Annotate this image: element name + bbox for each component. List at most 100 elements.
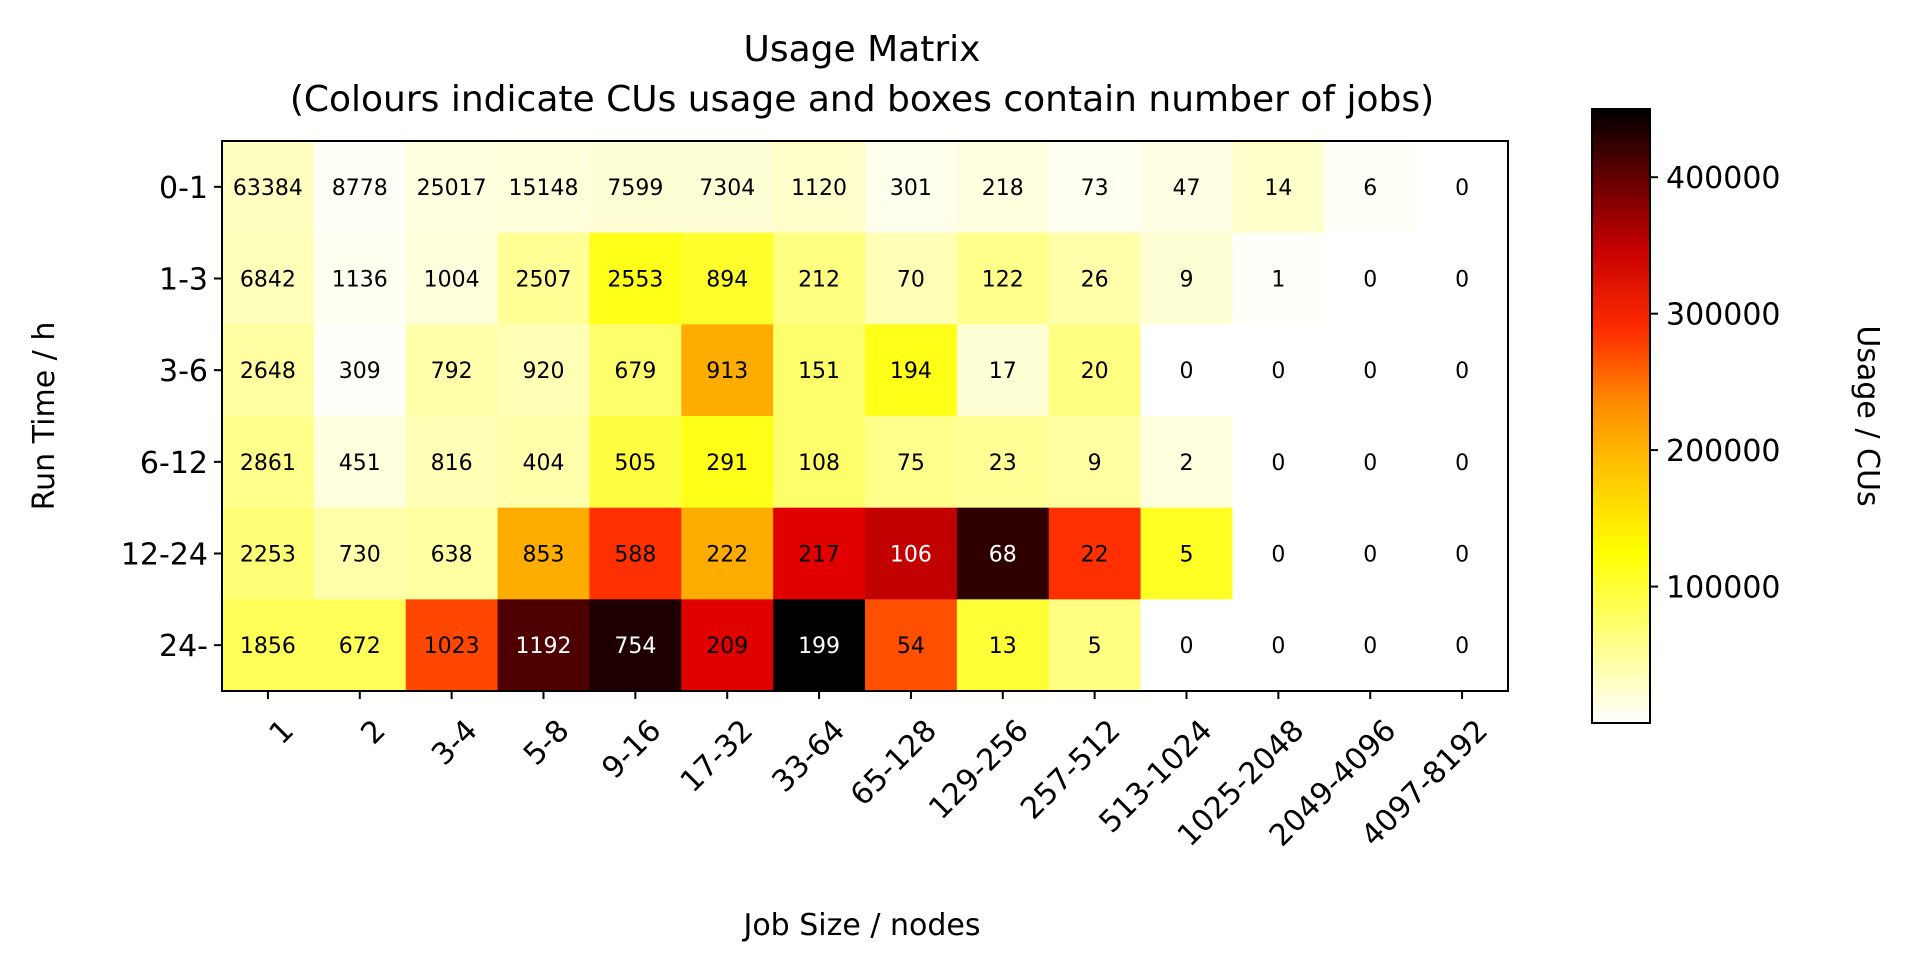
y-tick-label: 12-24 <box>121 538 208 573</box>
cell-job-count: 22 <box>1081 543 1109 568</box>
heatmap-cell <box>313 507 407 600</box>
cell-job-count: 0 <box>1180 634 1194 659</box>
heatmap-cell <box>681 416 774 509</box>
heatmap-cell <box>497 416 590 509</box>
heatmap-cell <box>222 232 315 325</box>
heatmap-cell <box>405 232 499 325</box>
heatmap-cell <box>1048 324 1142 417</box>
x-tick-label: 2 <box>354 713 392 751</box>
heatmap-cell <box>865 507 958 600</box>
heatmap-cell <box>1140 599 1233 692</box>
cell-job-count: 894 <box>706 268 748 293</box>
heatmap-cell <box>313 141 407 234</box>
cell-job-count: 754 <box>614 634 656 659</box>
cell-job-count: 0 <box>1363 268 1377 293</box>
heatmap-cell <box>1048 232 1142 325</box>
heatmap-cell <box>405 416 499 509</box>
cell-job-count: 309 <box>339 359 381 384</box>
cell-job-count: 23 <box>989 451 1017 476</box>
y-tick-label: 0-1 <box>159 171 208 206</box>
cell-job-count: 920 <box>523 359 565 384</box>
heatmap-cell <box>589 141 682 234</box>
x-tick-label: 9-16 <box>595 713 668 786</box>
chart-subtitle: (Colours indicate CUs usage and boxes co… <box>290 79 1434 120</box>
cell-job-count: 913 <box>706 359 748 384</box>
heatmap-cell <box>222 507 315 600</box>
heatmap-cell <box>1232 324 1325 417</box>
heatmap-cell <box>1048 599 1142 692</box>
cell-job-count: 1856 <box>240 634 296 659</box>
cell-job-count: 5 <box>1180 543 1194 568</box>
cell-job-count: 1136 <box>332 268 388 293</box>
cell-job-count: 8778 <box>332 176 388 201</box>
cell-job-count: 2553 <box>607 268 663 293</box>
heatmap-cell <box>313 324 407 417</box>
heatmap-cell <box>1048 141 1142 234</box>
heatmap-cell <box>1324 324 1417 417</box>
cell-job-count: 0 <box>1455 268 1469 293</box>
cell-job-count: 151 <box>798 359 840 384</box>
heatmap-cell <box>589 232 682 325</box>
heatmap-cell <box>1416 416 1509 509</box>
heatmap-cells <box>222 141 1509 692</box>
cell-job-count: 5 <box>1088 634 1102 659</box>
cell-job-count: 0 <box>1363 359 1377 384</box>
cell-job-count: 0 <box>1271 634 1285 659</box>
heatmap-cell <box>1232 507 1325 600</box>
cell-job-count: 2648 <box>240 359 296 384</box>
heatmap-cell <box>681 599 774 692</box>
y-tick-label: 24- <box>159 629 208 664</box>
cell-job-count: 13 <box>989 634 1017 659</box>
cell-job-count: 194 <box>890 359 932 384</box>
cell-job-count: 2861 <box>240 451 296 476</box>
cell-job-count: 47 <box>1173 176 1201 201</box>
heatmap-cell <box>865 141 958 234</box>
heatmap-cell <box>222 599 315 692</box>
heatmap-cell <box>313 599 407 692</box>
cell-job-count: 0 <box>1363 634 1377 659</box>
cell-job-count: 0 <box>1455 451 1469 476</box>
heatmap-cell <box>1324 507 1417 600</box>
cell-job-count: 70 <box>897 268 925 293</box>
cell-job-count: 679 <box>614 359 656 384</box>
cell-job-count: 1 <box>1271 268 1285 293</box>
cell-job-count: 2 <box>1180 451 1194 476</box>
cell-job-count: 404 <box>523 451 565 476</box>
heatmap-cell <box>956 324 1050 417</box>
cell-job-count: 0 <box>1455 634 1469 659</box>
cell-job-count: 17 <box>989 359 1017 384</box>
heatmap-cell <box>1232 141 1325 234</box>
heatmap-cell <box>497 507 590 600</box>
heatmap-cell <box>405 324 499 417</box>
heatmap-cell <box>1324 416 1417 509</box>
x-tick-label: 33-64 <box>766 713 852 799</box>
cell-job-count: 0 <box>1363 543 1377 568</box>
cell-job-count: 209 <box>706 634 748 659</box>
heatmap-cell <box>1048 416 1142 509</box>
y-tick-label: 6-12 <box>140 446 208 481</box>
heatmap-cell <box>773 507 866 600</box>
cell-job-count: 0 <box>1455 543 1469 568</box>
cell-job-count: 301 <box>890 176 932 201</box>
heatmap-cell <box>1232 599 1325 692</box>
heatmap-cell <box>1416 141 1509 234</box>
cell-job-count: 9 <box>1088 451 1102 476</box>
heatmap-cell <box>222 416 315 509</box>
x-tick-label: 17-32 <box>674 713 760 799</box>
heatmap-cell <box>681 324 774 417</box>
cell-job-count: 20 <box>1081 359 1109 384</box>
x-tick-label: 3-4 <box>425 713 484 772</box>
heatmap-cell <box>773 416 866 509</box>
heatmap-cell <box>1140 324 1233 417</box>
cell-job-count: 122 <box>982 268 1024 293</box>
y-tick-label: 1-3 <box>159 263 208 298</box>
x-tick-label: 1 <box>263 713 301 751</box>
cell-job-count: 0 <box>1455 176 1469 201</box>
cell-job-count: 2253 <box>240 543 296 568</box>
cell-job-count: 26 <box>1081 268 1109 293</box>
colorbar <box>1591 108 1651 724</box>
heatmap-cell <box>1232 416 1325 509</box>
heatmap-cell <box>1324 599 1417 692</box>
heatmap-cell <box>1416 599 1509 692</box>
